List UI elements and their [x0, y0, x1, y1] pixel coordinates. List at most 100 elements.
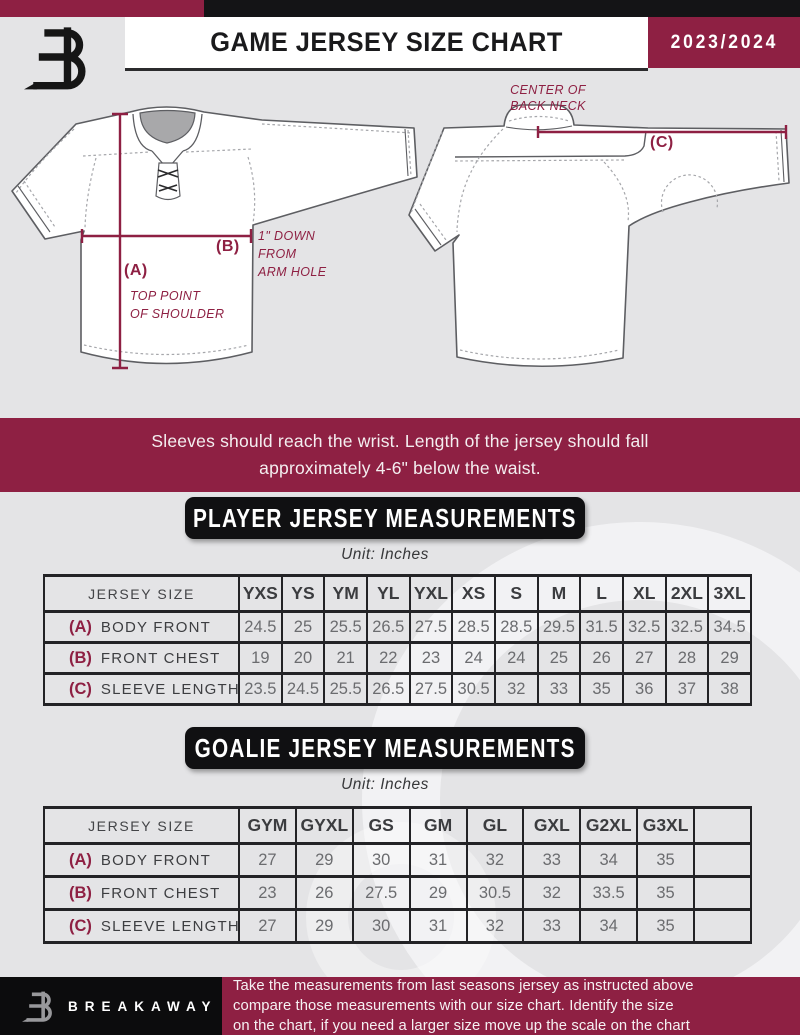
measurement-row: (C) SLEEVE LENGTH 23.5 24.5 25.5 26.5 27.5 30.5…: [43, 672, 752, 706]
measurement-value: [693, 908, 752, 944]
measurement-key: (A): [69, 850, 92, 869]
measurement-value: 32: [522, 875, 582, 911]
measurement-value: 20: [280, 641, 326, 675]
measurement-value: 38: [707, 672, 752, 706]
label-a-text: TOP POINT OF SHOULDER: [130, 289, 225, 322]
measurement-value: 23.5: [238, 672, 283, 706]
measurement-value: 36: [621, 672, 667, 706]
front-jersey-diagram: [11, 106, 418, 370]
measurement-key: (C): [69, 679, 92, 698]
size-column-header: G2XL: [579, 806, 639, 845]
breakaway-b-logo-footer-icon: [22, 991, 52, 1022]
measurement-value: 24.5: [238, 610, 283, 644]
measurement-label: FRONT CHEST: [100, 649, 221, 667]
jersey-size-column-header: JERSEY SIZE: [43, 806, 240, 845]
measurement-value: 27: [621, 641, 667, 675]
measurement-key: (B): [69, 648, 92, 667]
measurement-value: 27.5: [408, 672, 454, 706]
measurement-value: 33: [536, 672, 582, 706]
measurement-lines-front: [80, 112, 253, 370]
size-column-header: YL: [365, 574, 411, 613]
measurement-value: 35: [636, 908, 695, 944]
measurement-row: (B) FRONT CHEST 19 20 21 22 23 24 24 25 26 27 28 29: [43, 641, 752, 675]
measurement-label: FRONT CHEST: [100, 884, 221, 902]
measurement-value: 29.5: [536, 610, 582, 644]
measurement-row: (A) BODY FRONT 27 29 30 31 32 33 34 35: [43, 842, 752, 878]
note-text: Sleeves should reach the wrist. Length o…: [151, 430, 649, 478]
size-column-header: L: [579, 574, 624, 613]
label-c-text: CENTER OF BACK NECK: [510, 83, 586, 114]
measurement-value: 33: [522, 842, 582, 878]
measurement-label-cell: (A) BODY FRONT: [43, 610, 240, 644]
measurement-value: 30: [351, 908, 411, 944]
measurement-value: 32.5: [664, 610, 710, 644]
size-column-header: [693, 806, 752, 845]
footer-brand-block: BREAKAWAY: [0, 977, 222, 1035]
measurement-label-cell: (C) SLEEVE LENGTH: [43, 908, 240, 944]
measurement-label: BODY FRONT: [100, 851, 211, 869]
measurement-value: 25.5: [323, 610, 368, 644]
size-column-header: M: [536, 574, 582, 613]
measurement-value: 25.5: [323, 672, 368, 706]
label-a: (A): [124, 262, 148, 279]
size-column-header: 3XL: [707, 574, 752, 613]
size-column-header: YM: [323, 574, 368, 613]
measurement-value: 23: [238, 875, 297, 911]
logo-top-bowl: [38, 29, 84, 61]
measurement-label: BODY FRONT: [100, 618, 211, 636]
measurement-value: 24.5: [280, 672, 326, 706]
season-label: 2023/2024: [670, 31, 778, 53]
measurement-value: 30.5: [451, 672, 496, 706]
measurement-value: 19: [238, 641, 283, 675]
measurement-label-cell: (C) SLEEVE LENGTH: [43, 672, 240, 706]
measurement-value: 32: [465, 842, 525, 878]
size-column-header: GS: [351, 806, 411, 845]
measurement-value: [693, 842, 752, 878]
measurement-value: 32: [493, 672, 539, 706]
measurement-value: 22: [365, 641, 411, 675]
measurement-value: 37: [664, 672, 710, 706]
size-column-header: 2XL: [664, 574, 710, 613]
measurement-key: (C): [69, 916, 92, 935]
measurement-value: 32: [465, 908, 525, 944]
goalie-size-table: JERSEY SIZE GYM GYXL GS GM GL GXL G2XL G3XL (A) BO…: [43, 806, 752, 944]
measurement-value: 31.5: [579, 610, 624, 644]
measurement-value: 27: [238, 842, 297, 878]
measurement-label-cell: (A) BODY FRONT: [43, 842, 240, 878]
measurement-value: 23: [408, 641, 454, 675]
measurement-label: SLEEVE LENGTH: [100, 680, 240, 698]
measurement-key: (B): [69, 883, 92, 902]
measurement-label-cell: (B) FRONT CHEST: [43, 641, 240, 675]
measurement-value: 25: [536, 641, 582, 675]
measurement-value: 27: [238, 908, 297, 944]
measurement-value: 24: [451, 641, 496, 675]
page-title: GAME JERSEY SIZE CHART: [210, 27, 563, 57]
goalie-unit-label: Unit: Inches: [341, 776, 429, 793]
measurement-row: (B) FRONT CHEST 23 26 27.5 29 30.5 32 33.5 35: [43, 875, 752, 911]
measurement-value: 21: [323, 641, 368, 675]
measurement-value: 25: [280, 610, 326, 644]
measurement-value: 26: [579, 641, 624, 675]
footer-note-text: Take the measurements from last seasons …: [233, 977, 694, 1035]
measurement-value: 34: [579, 908, 639, 944]
measurement-value: 24: [493, 641, 539, 675]
top-strip-maroon: [0, 0, 204, 17]
label-b: (B): [216, 238, 240, 255]
size-column-header: S: [493, 574, 539, 613]
size-column-header: GYM: [238, 806, 297, 845]
measurement-value: 30.5: [465, 875, 525, 911]
size-column-header: XS: [451, 574, 496, 613]
breakaway-b-logo-icon: [24, 27, 86, 90]
measurement-value: 31: [408, 842, 468, 878]
measurement-value: 33.5: [579, 875, 639, 911]
title-banner: GAME JERSEY SIZE CHART: [125, 17, 648, 68]
collar-laces: [157, 169, 179, 192]
measurement-value: 35: [636, 875, 695, 911]
player-size-table: JERSEY SIZE YXS YS YM YL YXL XS S M L XL 2XL 3XL (A) B…: [43, 574, 752, 706]
size-header-row: JERSEY SIZE YXS YS YM YL YXL XS S M L XL 2XL 3XL: [43, 574, 752, 613]
jersey-diagrams: [11, 104, 790, 370]
measurement-line-back: [536, 125, 788, 139]
size-column-header: YXS: [238, 574, 283, 613]
player-section-heading: PLAYER JERSEY MEASUREMENTS: [185, 497, 585, 539]
